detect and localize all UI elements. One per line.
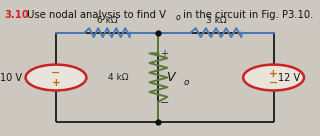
Text: 12 V: 12 V: [278, 72, 300, 83]
Text: Use nodal analysis to find V: Use nodal analysis to find V: [24, 10, 166, 20]
Text: −: −: [159, 98, 169, 108]
Text: in the circuit in Fig. P3.10.: in the circuit in Fig. P3.10.: [180, 10, 313, 20]
Text: +: +: [52, 78, 60, 88]
Text: −: −: [51, 68, 61, 78]
Text: 3 kΩ: 3 kΩ: [206, 16, 226, 25]
Text: 6 kΩ: 6 kΩ: [97, 16, 117, 25]
Text: 10 V: 10 V: [0, 72, 22, 83]
Text: 3.10: 3.10: [4, 10, 28, 20]
Text: 4 kΩ: 4 kΩ: [108, 73, 128, 82]
Text: +: +: [160, 49, 168, 59]
Text: +: +: [269, 69, 278, 79]
Text: V: V: [166, 71, 175, 84]
Circle shape: [26, 65, 86, 90]
Circle shape: [243, 65, 304, 90]
Text: o: o: [183, 78, 189, 87]
Text: −: −: [269, 77, 278, 87]
Text: o: o: [175, 13, 180, 22]
